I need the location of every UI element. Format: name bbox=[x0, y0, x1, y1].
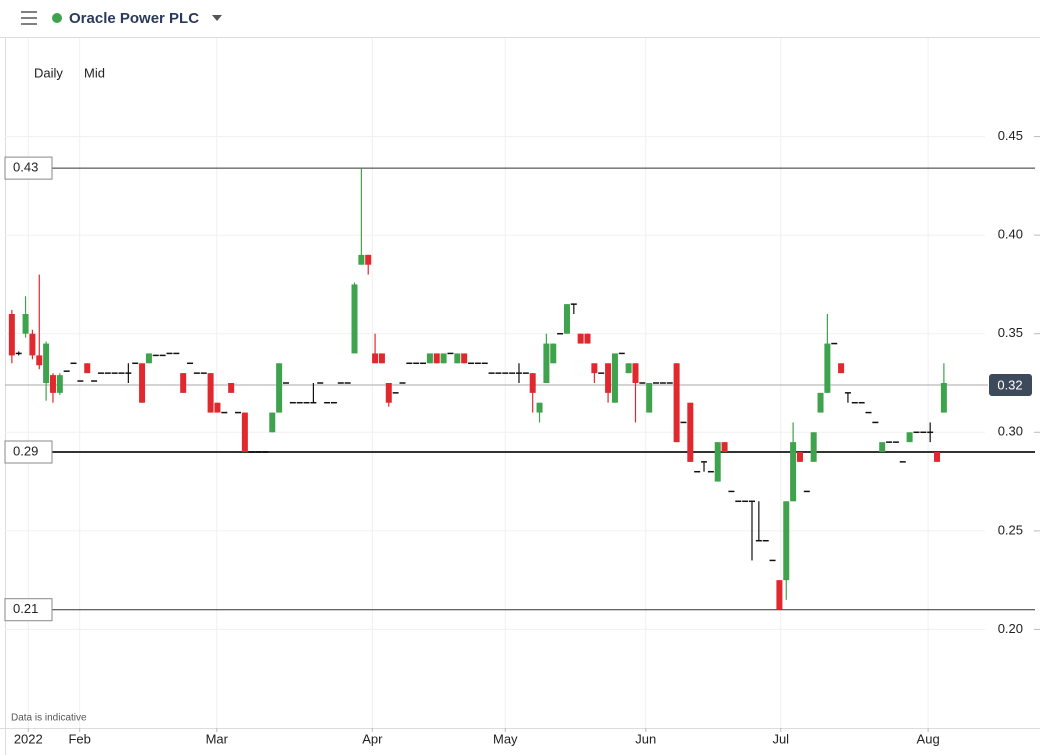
candle-body bbox=[940, 383, 947, 413]
candle-body bbox=[824, 343, 831, 393]
y-tick-label: 0.45 bbox=[998, 128, 1023, 143]
candle-body bbox=[228, 383, 235, 393]
candle-body bbox=[351, 284, 358, 354]
candle-body bbox=[84, 363, 91, 374]
y-tick-label: 0.35 bbox=[998, 325, 1023, 340]
candle-body bbox=[49, 375, 56, 393]
candle-body bbox=[721, 442, 728, 452]
y-tick-label: 0.30 bbox=[998, 424, 1023, 439]
candle-body bbox=[433, 353, 440, 364]
level-label-box bbox=[4, 440, 53, 464]
candle-body bbox=[550, 343, 557, 364]
level-label: 0.29 bbox=[13, 443, 38, 458]
interval-button[interactable]: Daily bbox=[34, 65, 63, 80]
menu-icon[interactable] bbox=[21, 11, 37, 25]
candle-body bbox=[454, 353, 461, 364]
candle-body bbox=[605, 363, 612, 393]
candle-body bbox=[372, 353, 379, 364]
candle-body bbox=[56, 375, 63, 393]
candle-body bbox=[8, 314, 15, 356]
candle-body bbox=[584, 333, 591, 344]
candle-body bbox=[810, 432, 817, 462]
candle-body bbox=[207, 373, 214, 413]
x-tick-label: Jul bbox=[772, 731, 789, 746]
x-tick-label: 2022 bbox=[14, 731, 43, 746]
plot: 2022 Feb Mar Apr May Jun Jul Aug 0.20 0.25 0.30 0.3… bbox=[0, 38, 1040, 746]
level-label: 0.43 bbox=[13, 160, 38, 175]
y-tick-label: 0.20 bbox=[998, 621, 1023, 636]
x-tick-label: Apr bbox=[362, 731, 383, 746]
candle-body bbox=[378, 353, 385, 364]
level-label: 0.21 bbox=[13, 601, 38, 616]
status-dot bbox=[52, 13, 62, 23]
candle-body bbox=[385, 383, 392, 403]
candle-body bbox=[577, 333, 584, 344]
candle-body bbox=[625, 363, 632, 374]
candle-body bbox=[817, 392, 824, 413]
candle-body bbox=[241, 412, 248, 452]
candle-body bbox=[529, 373, 536, 393]
dropdown-arrow[interactable] bbox=[212, 15, 222, 21]
candle-body bbox=[536, 402, 543, 413]
candle-body bbox=[36, 355, 43, 366]
candle-body bbox=[145, 353, 152, 364]
candle-body bbox=[838, 363, 845, 374]
candle-body bbox=[687, 402, 694, 462]
candle-body bbox=[29, 333, 36, 356]
candle-body bbox=[139, 363, 146, 403]
x-tick-label: Aug bbox=[917, 731, 940, 746]
level-label-box bbox=[4, 598, 53, 622]
level-label-box bbox=[4, 156, 53, 180]
candle-body bbox=[714, 442, 721, 482]
disclaimer: Data is indicative bbox=[11, 713, 87, 724]
candle-body bbox=[632, 363, 639, 383]
candle-body bbox=[276, 363, 283, 413]
y-tick-label: 0.40 bbox=[998, 227, 1023, 242]
candle-body bbox=[783, 501, 790, 581]
candle-body bbox=[906, 432, 913, 443]
candle-body bbox=[22, 314, 29, 334]
candle-body bbox=[611, 353, 618, 403]
y-tick-label: 0.25 bbox=[998, 522, 1023, 537]
candle-body bbox=[269, 412, 276, 433]
candle-body bbox=[776, 580, 783, 610]
x-tick-label: Jun bbox=[635, 731, 656, 746]
candle-body bbox=[461, 353, 468, 364]
candle-body bbox=[440, 353, 447, 364]
x-tick-label: Mar bbox=[206, 731, 229, 746]
candle-body bbox=[43, 343, 50, 383]
candle-body bbox=[214, 402, 221, 413]
candle-body bbox=[934, 452, 941, 462]
instrument-title[interactable]: Oracle Power PLC bbox=[69, 10, 199, 27]
candle-body bbox=[796, 452, 803, 462]
candle-body bbox=[673, 363, 680, 443]
candle-body bbox=[180, 373, 187, 393]
candle-body bbox=[790, 442, 797, 502]
candle-body bbox=[591, 363, 598, 374]
price-type-button[interactable]: Mid bbox=[84, 65, 105, 80]
x-tick-label: Feb bbox=[68, 731, 90, 746]
last-price-badge bbox=[989, 373, 1032, 396]
candle-body bbox=[358, 254, 365, 265]
last-price-label: 0.32 bbox=[997, 377, 1022, 392]
candle-body bbox=[646, 383, 653, 413]
candle-body bbox=[543, 343, 550, 383]
candle-body bbox=[563, 304, 570, 334]
candle-body bbox=[426, 353, 433, 364]
candle-body bbox=[365, 254, 372, 265]
x-tick-label: May bbox=[493, 731, 518, 746]
candle-body bbox=[879, 442, 886, 452]
